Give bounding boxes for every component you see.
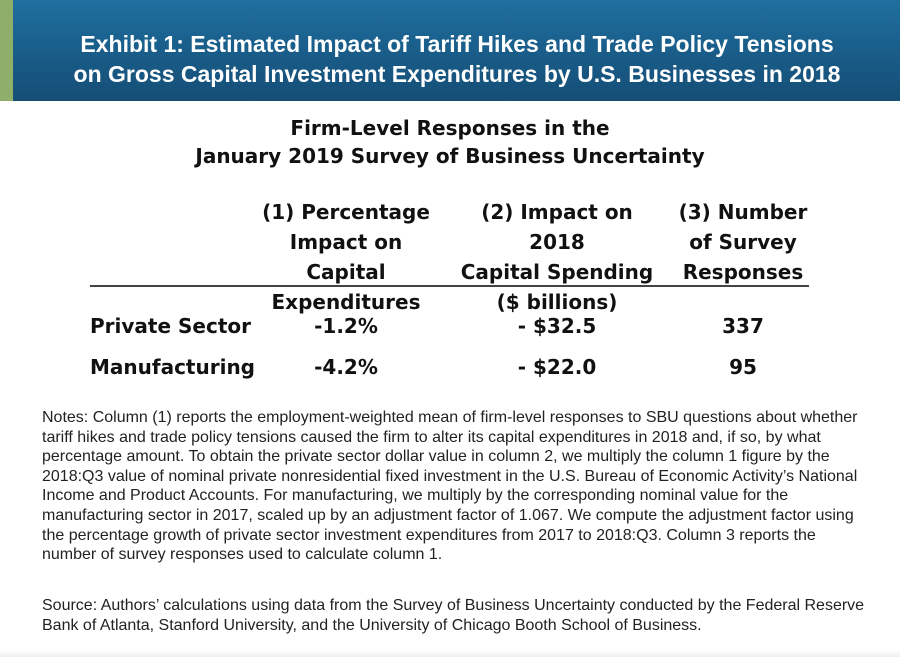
exhibit-header: Exhibit 1: Estimated Impact of Tariff Hi…	[0, 0, 900, 101]
header-accent-bar	[0, 0, 13, 101]
column-header-line: Capital Spending	[460, 260, 654, 284]
row-label-private-sector: Private Sector	[90, 314, 251, 338]
notes-paragraph: Notes: Column (1) reports the employment…	[42, 409, 858, 564]
exhibit-title-line-2: on Gross Capital Investment Expenditures…	[73, 61, 841, 87]
manufacturing-impact: - $22.0	[517, 355, 597, 379]
column-header-line: of Survey	[689, 230, 797, 254]
private-sector-percentage: -1.2%	[314, 314, 378, 338]
column-header-line: Responses	[682, 260, 804, 284]
column-header-responses: (3) Number of Survey Responses	[670, 197, 816, 287]
column-header-percentage: (1) Percentage Impact on Capital Expendi…	[248, 197, 444, 317]
private-sector-impact: - $32.5	[517, 314, 597, 338]
private-sector-responses: 337	[722, 314, 764, 338]
source-paragraph: Source: Authors’ calculations using data…	[42, 597, 865, 634]
manufacturing-responses: 95	[729, 355, 757, 379]
column-header-line: (3) Number	[678, 200, 808, 224]
manufacturing-percentage: -4.2%	[314, 355, 378, 379]
header-divider	[90, 285, 809, 287]
column-header-line: (1) Percentage	[262, 200, 430, 224]
row-label-manufacturing: Manufacturing	[90, 355, 255, 379]
subtitle-line-2: January 2019 Survey of Business Uncertai…	[195, 144, 705, 168]
footer-strip	[0, 650, 900, 657]
table-subtitle: Firm-Level Responses in the January 2019…	[0, 114, 900, 170]
column-header-line: (2) Impact on 2018	[481, 200, 633, 254]
column-header-line: Impact on Capital	[289, 230, 403, 284]
column-header-line: Expenditures	[271, 290, 421, 314]
subtitle-line-1: Firm-Level Responses in the	[290, 116, 610, 140]
column-header-line: ($ billions)	[496, 290, 618, 314]
exhibit-title: Exhibit 1: Estimated Impact of Tariff Hi…	[14, 29, 900, 89]
column-header-impact: (2) Impact on 2018 Capital Spending ($ b…	[452, 197, 662, 317]
exhibit-title-line-1: Exhibit 1: Estimated Impact of Tariff Hi…	[80, 31, 834, 57]
